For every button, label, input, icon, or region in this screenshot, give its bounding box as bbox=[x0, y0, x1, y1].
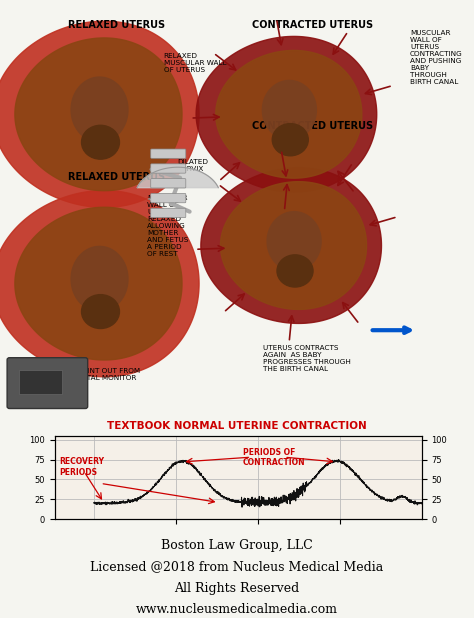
Text: Licensed @2018 from Nucleus Medical Media: Licensed @2018 from Nucleus Medical Medi… bbox=[91, 561, 383, 574]
Polygon shape bbox=[196, 36, 377, 192]
Text: All Rights Reserved: All Rights Reserved bbox=[174, 582, 300, 595]
Circle shape bbox=[272, 124, 308, 156]
FancyBboxPatch shape bbox=[151, 149, 186, 158]
Circle shape bbox=[82, 295, 119, 329]
Text: CONTRACTED UTERUS: CONTRACTED UTERUS bbox=[252, 20, 374, 30]
Text: Boston Law Group, LLC: Boston Law Group, LLC bbox=[161, 540, 313, 552]
Polygon shape bbox=[0, 190, 199, 377]
Text: PERIODS OF
CONTRACTION: PERIODS OF CONTRACTION bbox=[243, 447, 306, 467]
Polygon shape bbox=[216, 51, 362, 178]
Text: www.nucleusmedicalmedia.com: www.nucleusmedicalmedia.com bbox=[136, 603, 338, 616]
Text: RECOVERY
PERIODS: RECOVERY PERIODS bbox=[59, 457, 104, 476]
Polygon shape bbox=[263, 80, 316, 140]
FancyBboxPatch shape bbox=[7, 358, 88, 408]
Polygon shape bbox=[71, 77, 128, 142]
FancyBboxPatch shape bbox=[151, 179, 186, 188]
Polygon shape bbox=[71, 247, 128, 311]
Polygon shape bbox=[267, 212, 321, 271]
Polygon shape bbox=[15, 207, 182, 360]
Polygon shape bbox=[220, 182, 366, 310]
FancyBboxPatch shape bbox=[151, 208, 186, 218]
FancyBboxPatch shape bbox=[151, 193, 186, 203]
Text: UTERUS CONTRACTS
AGAIN  AS BABY
PROGRESSES THROUGH
THE BIRTH CANAL: UTERUS CONTRACTS AGAIN AS BABY PROGRESSE… bbox=[263, 345, 351, 372]
Polygon shape bbox=[0, 21, 199, 208]
Polygon shape bbox=[15, 38, 182, 191]
Text: MUSCULAR
WALL OF
UTERUS
CONTRACTING
AND PUSHING
BABY
THROUGH
BIRTH CANAL: MUSCULAR WALL OF UTERUS CONTRACTING AND … bbox=[410, 30, 463, 85]
Bar bbox=[19, 370, 62, 394]
Text: TEXTBOOK NORMAL UTERINE CONTRACTION: TEXTBOOK NORMAL UTERINE CONTRACTION bbox=[107, 421, 367, 431]
Text: RELAXED UTERUS: RELAXED UTERUS bbox=[68, 20, 164, 30]
Circle shape bbox=[82, 125, 119, 159]
Text: RELAXED UTERUS: RELAXED UTERUS bbox=[68, 172, 164, 182]
Text: CONTRACTED UTERUS: CONTRACTED UTERUS bbox=[252, 121, 374, 131]
Text: PRINT OUT FROM
FETAL MONITOR: PRINT OUT FROM FETAL MONITOR bbox=[78, 368, 140, 381]
Text: MUSCULAR
WALL OF
UTERUS
RELAXED
ALLOWING
MOTHER
AND FETUS
A PERIOD
OF REST: MUSCULAR WALL OF UTERUS RELAXED ALLOWING… bbox=[147, 195, 188, 256]
Text: DILATED
CERVIX: DILATED CERVIX bbox=[178, 159, 209, 172]
FancyBboxPatch shape bbox=[151, 164, 186, 173]
Polygon shape bbox=[137, 167, 219, 188]
Text: RELAXED
MUSCULAR WALL
OF UTERUS: RELAXED MUSCULAR WALL OF UTERUS bbox=[164, 53, 226, 73]
Polygon shape bbox=[201, 167, 382, 323]
Circle shape bbox=[277, 255, 313, 287]
